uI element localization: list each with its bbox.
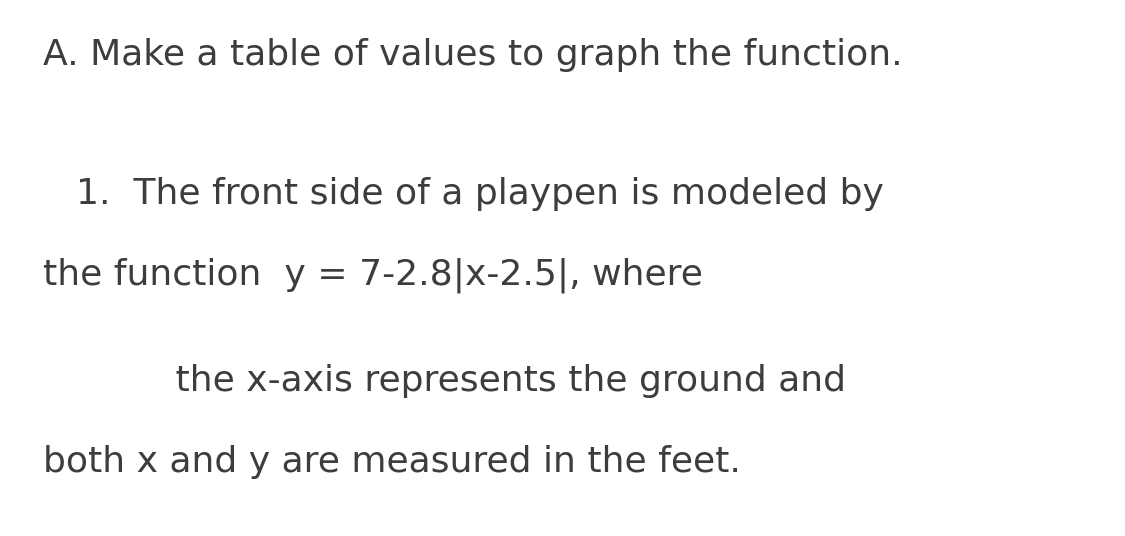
Text: 1.  The front side of a playpen is modeled by: 1. The front side of a playpen is modele… — [76, 177, 884, 211]
Text: the x-axis represents the ground and: the x-axis represents the ground and — [118, 364, 846, 398]
Text: both x and y are measured in the feet.: both x and y are measured in the feet. — [43, 445, 740, 479]
Text: A. Make a table of values to graph the function.: A. Make a table of values to graph the f… — [43, 38, 902, 71]
Text: the function  y = 7-2.8|x-2.5|, where: the function y = 7-2.8|x-2.5|, where — [43, 257, 703, 293]
